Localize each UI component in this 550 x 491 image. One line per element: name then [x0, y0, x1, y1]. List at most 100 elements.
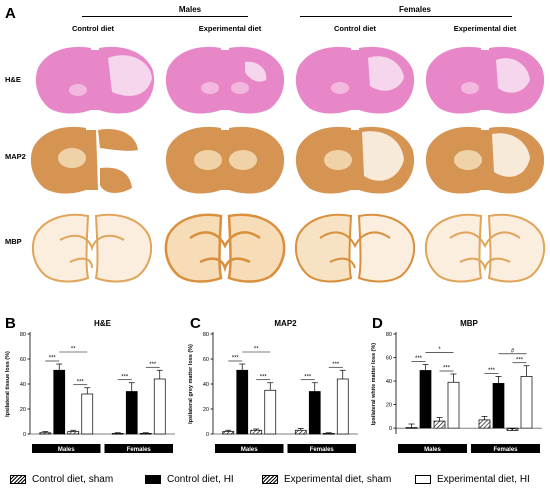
legend-label: Control diet, HI — [167, 473, 234, 485]
column-label-female-experimental: Experimental diet — [453, 24, 517, 33]
bar — [419, 370, 432, 429]
mbp-slice-male-control — [31, 213, 153, 283]
bar — [492, 383, 505, 429]
bar — [336, 378, 349, 435]
legend-swatch-white — [415, 474, 431, 484]
y-tick-label: 80 — [20, 332, 26, 338]
bar — [81, 393, 94, 435]
significance-label: * — [438, 347, 441, 353]
panel-letter-c: C — [190, 315, 201, 332]
bar — [111, 433, 124, 435]
bar — [222, 431, 235, 435]
significance-label: *** — [304, 374, 312, 380]
mbp-slice-male-experimental — [164, 213, 286, 283]
significance-label: *** — [332, 362, 340, 368]
map2-slice-female-experimental — [425, 126, 545, 194]
he-slice-male-experimental — [165, 46, 285, 114]
legend-item-control-sham: Control diet, sham — [10, 471, 113, 487]
mbp-slice-female-experimental — [424, 213, 546, 283]
chart-title: H&E — [94, 319, 112, 328]
significance-label: ** — [254, 347, 259, 353]
y-tick-label: 0 — [389, 426, 392, 432]
category-band — [398, 444, 467, 453]
category-band — [215, 444, 284, 453]
legend-swatch-hatched — [262, 474, 278, 484]
chart-he-tissue-loss: H&E Ipsilateral tissue loss (%) 0 20 40 60 80 *… — [5, 319, 175, 453]
y-axis-label: Ipsilateral white matter loss (%) — [371, 343, 377, 425]
category-label: Males — [424, 447, 441, 453]
y-tick-label: 40 — [203, 382, 209, 388]
map2-slice-female-control — [295, 126, 415, 194]
panel-letter-a: A — [5, 5, 16, 22]
y-tick-label: 80 — [203, 332, 209, 338]
group-line-females — [300, 16, 512, 17]
significance-label: *** — [260, 374, 268, 380]
legend-item-experimental-sham: Experimental diet, sham — [262, 471, 391, 487]
legend-label: Control diet, sham — [32, 473, 114, 485]
significance-label: *** — [49, 356, 57, 362]
histology-image-grid — [30, 46, 546, 283]
significance-label: *** — [77, 379, 85, 385]
chart-title: MAP2 — [274, 319, 297, 328]
significance-label: *** — [232, 356, 240, 362]
mbp-slice-female-control — [294, 213, 416, 283]
legend-swatch-hatched — [10, 474, 26, 484]
category-band — [287, 444, 356, 453]
bar — [322, 433, 335, 435]
category-label: Males — [58, 447, 75, 453]
legend: Control diet, sham Control diet, HI Expe… — [0, 471, 550, 487]
bar — [478, 419, 491, 429]
y-tick-label: 20 — [203, 407, 209, 413]
y-tick-label: 60 — [386, 356, 392, 362]
bar — [308, 391, 321, 435]
category-band — [471, 444, 540, 453]
bar — [250, 429, 263, 435]
panel-letter-d: D — [372, 315, 383, 332]
legend-label: Experimental diet, sham — [284, 473, 392, 485]
significance-label: *** — [488, 368, 496, 374]
map2-slice-male-experimental — [165, 126, 285, 194]
category-label: Females — [127, 447, 152, 453]
significance-label: *** — [415, 356, 423, 362]
bar — [67, 431, 80, 435]
legend-item-experimental-hi: Experimental diet, HI — [415, 471, 530, 487]
he-slice-female-control — [295, 46, 415, 114]
group-label-males: Males — [178, 5, 202, 14]
bar — [153, 378, 166, 435]
category-label: Females — [493, 447, 518, 453]
category-band — [104, 444, 173, 453]
column-label-male-experimental: Experimental diet — [198, 24, 262, 33]
bar — [405, 427, 418, 429]
y-axis-label: Ipsilateral tissue loss (%) — [5, 351, 11, 417]
significance-label: *** — [121, 374, 129, 380]
bar — [294, 429, 307, 435]
significance-label: *** — [443, 366, 451, 372]
significance-label: # — [511, 348, 515, 354]
row-label-map2: MAP2 — [5, 152, 26, 161]
y-tick-label: 40 — [20, 382, 26, 388]
group-line-males — [82, 16, 248, 17]
row-label-he: H&E — [5, 75, 21, 84]
bar — [433, 420, 446, 429]
panel-letter-b: B — [5, 315, 16, 332]
group-label-females: Females — [398, 5, 432, 14]
bar — [264, 389, 277, 435]
column-label-male-control: Control diet — [71, 24, 115, 33]
category-label: Males — [241, 447, 258, 453]
significance-label: ** — [71, 347, 76, 353]
chart-mbp-white-matter-loss: MBP Ipsilateral white matter loss (%) 0 20 4… — [371, 319, 542, 453]
category-label: Females — [310, 447, 335, 453]
legend-label: Experimental diet, HI — [437, 473, 530, 485]
bar — [236, 369, 249, 435]
y-tick-label: 40 — [386, 379, 392, 385]
bar — [125, 391, 138, 435]
he-slice-male-control — [35, 46, 155, 114]
row-label-mbp: MBP — [5, 237, 22, 246]
bar — [139, 433, 152, 435]
bar — [39, 432, 52, 435]
y-tick-label: 80 — [386, 332, 392, 338]
column-label-female-control: Control diet — [333, 24, 377, 33]
significance-label: *** — [516, 357, 524, 363]
y-tick-label: 0 — [23, 432, 26, 438]
y-tick-label: 60 — [20, 357, 26, 363]
